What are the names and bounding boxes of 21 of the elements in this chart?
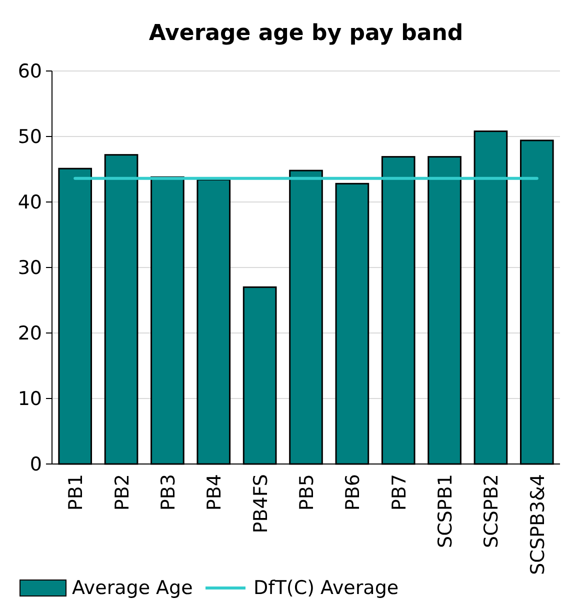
x-tick-label: PB4FS: [250, 474, 272, 534]
y-tick-label: 40: [18, 192, 42, 214]
y-tick-label: 10: [18, 388, 42, 410]
y-tick-label: 50: [18, 126, 42, 148]
x-tick-label: PB7: [388, 474, 410, 511]
x-tick-label: PB6: [342, 474, 364, 511]
x-tick-label: PB5: [296, 474, 318, 511]
y-tick-label: 60: [18, 60, 42, 83]
x-tick-label: PB1: [65, 474, 88, 511]
chart-title: Average age by pay band: [148, 21, 464, 46]
x-tick-label: PB3: [157, 474, 180, 511]
x-tick-label: SCSPB2: [480, 474, 503, 548]
y-tick-label: 30: [18, 257, 42, 280]
x-tick-label: PB2: [111, 474, 134, 511]
x-tick-label: SCSPB3&4: [526, 474, 549, 575]
legend-label: Average Age: [72, 577, 193, 599]
x-tick-label: PB4: [204, 474, 226, 511]
x-tick-label: SCSPB1: [434, 474, 457, 548]
y-tick-label: 20: [18, 322, 42, 345]
legend-label: DfT(C) Average: [254, 577, 399, 599]
y-tick-label: 0: [30, 454, 42, 476]
